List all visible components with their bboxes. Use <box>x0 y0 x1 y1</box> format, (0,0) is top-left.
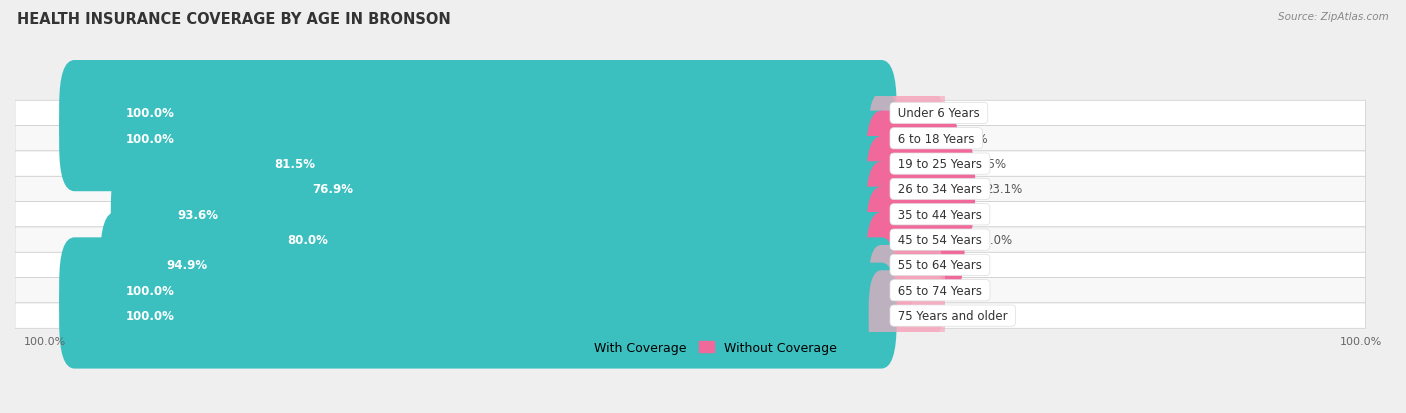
Legend: With Coverage, Without Coverage: With Coverage, Without Coverage <box>564 336 842 359</box>
FancyBboxPatch shape <box>59 61 897 166</box>
Text: 18.5%: 18.5% <box>970 158 1007 171</box>
FancyBboxPatch shape <box>15 303 1365 328</box>
Text: 19 to 25 Years: 19 to 25 Years <box>894 158 986 171</box>
Text: 100.0%: 100.0% <box>125 133 174 145</box>
Text: 0.0%: 0.0% <box>957 284 987 297</box>
FancyBboxPatch shape <box>869 271 945 361</box>
FancyBboxPatch shape <box>15 101 1365 126</box>
Text: 6 to 18 Years: 6 to 18 Years <box>894 133 979 145</box>
FancyBboxPatch shape <box>869 94 945 184</box>
FancyBboxPatch shape <box>869 69 945 159</box>
Text: 100.0%: 100.0% <box>1340 336 1382 346</box>
FancyBboxPatch shape <box>15 278 1365 303</box>
FancyBboxPatch shape <box>869 245 945 336</box>
Text: 76.9%: 76.9% <box>312 183 353 196</box>
FancyBboxPatch shape <box>15 228 1365 253</box>
FancyBboxPatch shape <box>866 112 959 217</box>
Text: 81.5%: 81.5% <box>274 158 316 171</box>
Text: 35 to 44 Years: 35 to 44 Years <box>894 208 986 221</box>
Text: 93.6%: 93.6% <box>177 208 218 221</box>
FancyBboxPatch shape <box>15 253 1365 278</box>
Text: 100.0%: 100.0% <box>125 107 174 120</box>
Text: 6.5%: 6.5% <box>957 208 987 221</box>
Text: 20.0%: 20.0% <box>974 233 1012 247</box>
Text: 0.0%: 0.0% <box>957 309 987 322</box>
FancyBboxPatch shape <box>111 162 897 268</box>
Text: 0.0%: 0.0% <box>957 133 987 145</box>
FancyBboxPatch shape <box>221 187 897 293</box>
Text: 55 to 64 Years: 55 to 64 Years <box>894 259 986 272</box>
Text: 26 to 34 Years: 26 to 34 Years <box>894 183 986 196</box>
FancyBboxPatch shape <box>246 137 897 242</box>
Text: 100.0%: 100.0% <box>125 309 174 322</box>
Text: 75 Years and older: 75 Years and older <box>894 309 1011 322</box>
Text: 65 to 74 Years: 65 to 74 Years <box>894 284 986 297</box>
FancyBboxPatch shape <box>866 212 914 318</box>
Text: 100.0%: 100.0% <box>24 336 66 346</box>
FancyBboxPatch shape <box>100 212 897 318</box>
Text: 23.1%: 23.1% <box>986 183 1022 196</box>
FancyBboxPatch shape <box>15 202 1365 228</box>
FancyBboxPatch shape <box>208 112 897 217</box>
Text: 80.0%: 80.0% <box>287 233 328 247</box>
FancyBboxPatch shape <box>866 137 976 242</box>
FancyBboxPatch shape <box>15 126 1365 152</box>
Text: HEALTH INSURANCE COVERAGE BY AGE IN BRONSON: HEALTH INSURANCE COVERAGE BY AGE IN BRON… <box>17 12 450 27</box>
FancyBboxPatch shape <box>59 263 897 369</box>
Text: 100.0%: 100.0% <box>125 284 174 297</box>
Text: 45 to 54 Years: 45 to 54 Years <box>894 233 986 247</box>
Text: 94.9%: 94.9% <box>166 259 208 272</box>
FancyBboxPatch shape <box>866 162 918 268</box>
Text: 0.0%: 0.0% <box>957 107 987 120</box>
FancyBboxPatch shape <box>59 238 897 343</box>
FancyBboxPatch shape <box>15 152 1365 177</box>
Text: Source: ZipAtlas.com: Source: ZipAtlas.com <box>1278 12 1389 22</box>
FancyBboxPatch shape <box>866 187 965 293</box>
Text: Under 6 Years: Under 6 Years <box>894 107 984 120</box>
FancyBboxPatch shape <box>15 177 1365 202</box>
FancyBboxPatch shape <box>59 86 897 192</box>
Text: 5.2%: 5.2% <box>957 259 987 272</box>
